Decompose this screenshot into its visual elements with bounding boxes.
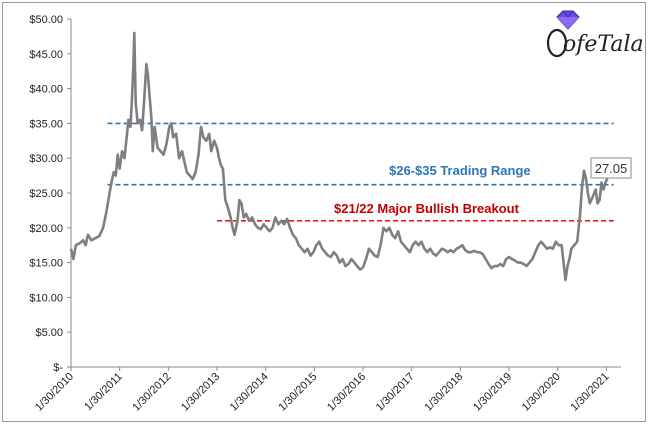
y-tick-label: $35.00 xyxy=(29,118,63,130)
price-line-chart: $- $5.00 $10.00 $15.00 $20.00 $25.00 $30.00 $35… xyxy=(29,10,644,414)
chart-frame: $- $5.00 $10.00 $15.00 $20.00 $25.00 $30.00 $35… xyxy=(2,2,646,422)
logo: ofeTala xyxy=(546,10,644,58)
series-layer xyxy=(69,31,609,282)
y-tick-label: $15.00 xyxy=(29,258,63,270)
x-tick-label: 1/30/2017 xyxy=(374,371,417,414)
x-tick-label: 1/30/2019 xyxy=(471,371,514,414)
y-tick-label: $45.00 xyxy=(29,49,63,61)
y-tick-label: $30.00 xyxy=(29,153,63,165)
y-axis: $- $5.00 $10.00 $15.00 $20.00 $25.00 $30.00 $35… xyxy=(29,14,72,374)
x-tick-label: 1/30/2015 xyxy=(276,371,319,414)
y-tick-label: $50.00 xyxy=(29,14,63,26)
y-tick-label: $25.00 xyxy=(29,188,63,200)
x-tick-label: 1/30/2010 xyxy=(33,371,76,414)
breakout-annotation: $21/22 Major Bullish Breakout xyxy=(334,201,520,216)
gem-icon xyxy=(556,10,580,30)
trading-range-annotation: $26-$35 Trading Range xyxy=(389,163,531,178)
last-value-callout: 27.05 xyxy=(590,157,632,179)
x-tick-label: 1/30/2020 xyxy=(520,371,563,414)
y-tick-label: $40.00 xyxy=(29,84,63,96)
reference-lines xyxy=(107,122,614,222)
x-tick-label: 1/30/2016 xyxy=(325,371,368,414)
y-tick-label: $5.00 xyxy=(35,327,63,339)
x-tick-label: 1/30/2018 xyxy=(422,371,465,414)
y-tick-label: $- xyxy=(53,362,63,374)
x-tick-label: 1/30/2014 xyxy=(228,371,271,414)
logo-text: ofeTala xyxy=(563,32,644,57)
x-tick-label: 1/30/2012 xyxy=(130,371,173,414)
last-value-label: 27.05 xyxy=(595,161,628,176)
ring-icon xyxy=(546,28,568,58)
x-tick-label: 1/30/2021 xyxy=(568,371,611,414)
x-tick-label: 1/30/2011 xyxy=(82,371,125,414)
x-tick-label: 1/30/2013 xyxy=(179,371,222,414)
y-tick-label: $20.00 xyxy=(29,223,63,235)
x-axis: 1/30/2010 1/30/2011 1/30/2012 1/30/2013 1/30… xyxy=(33,366,621,414)
y-tick-label: $10.00 xyxy=(29,292,63,304)
price-series-line xyxy=(69,31,609,282)
